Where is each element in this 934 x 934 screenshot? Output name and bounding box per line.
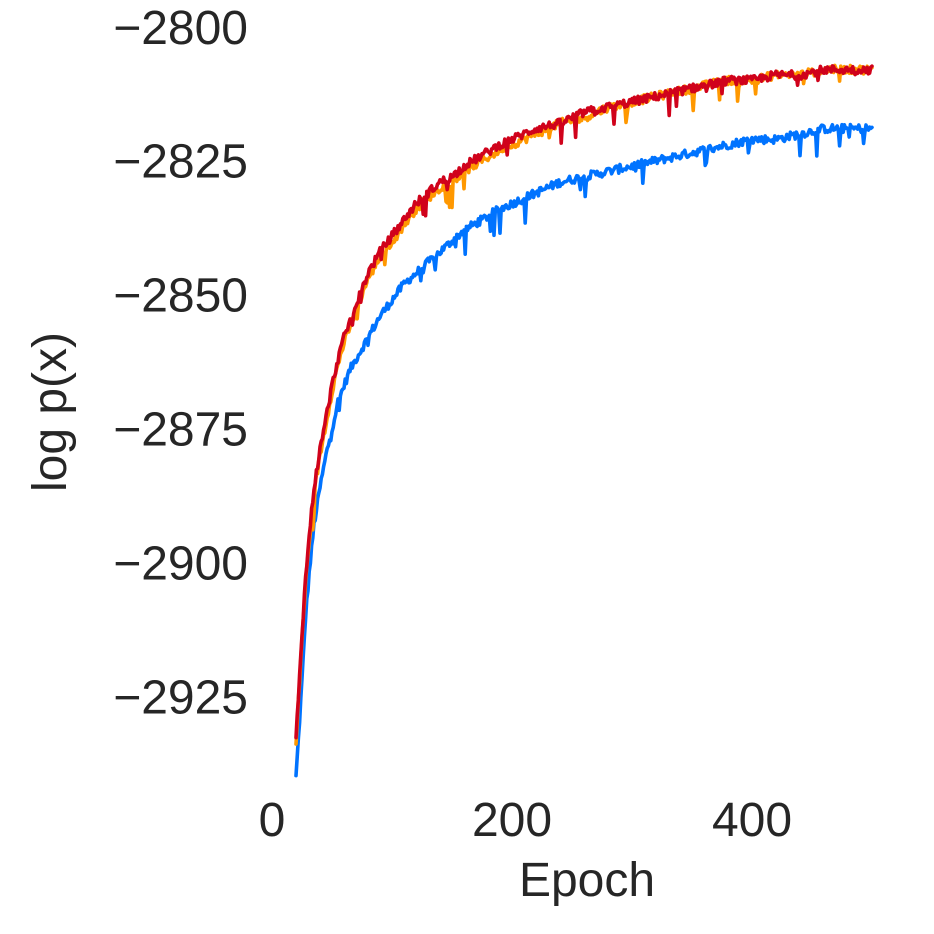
y-axis-label: log p(x) [24, 332, 77, 492]
y-tick-label: −2875 [113, 404, 248, 457]
y-tick-label: −2925 [113, 672, 248, 725]
series-line-1 [294, 122, 874, 778]
y-tick-label: −2900 [113, 538, 248, 591]
x-tick-label: 200 [472, 794, 552, 847]
x-tick-label: 0 [259, 794, 286, 847]
series-line-3 [294, 64, 874, 740]
y-tick-label: −2850 [113, 270, 248, 323]
y-axis-ticks: −2800 −2825 −2850 −2875 −2900 −2925 [113, 2, 248, 725]
y-tick-label: −2800 [113, 2, 248, 55]
x-axis-ticks: 0 200 400 [259, 794, 792, 847]
x-axis-label: Epoch [519, 854, 655, 907]
series-line-2 [294, 63, 874, 746]
x-tick-label: 400 [712, 794, 792, 847]
y-tick-label: −2825 [113, 136, 248, 189]
series-layer [294, 63, 874, 778]
